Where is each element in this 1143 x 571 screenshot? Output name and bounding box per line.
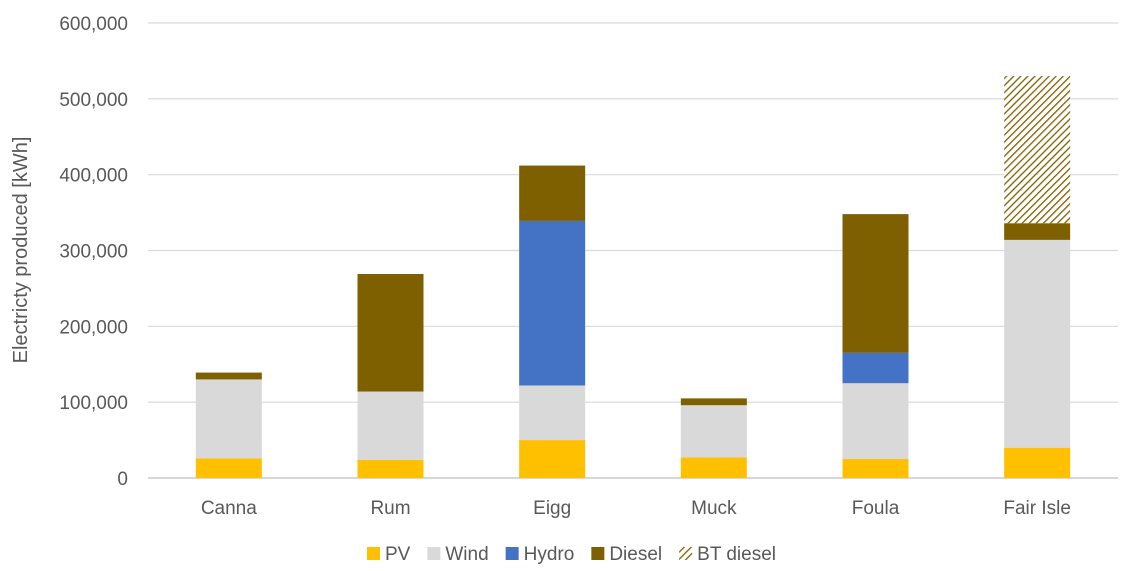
bar-segment xyxy=(1004,223,1071,240)
y-tick-label: 100,000 xyxy=(59,393,128,414)
bar-segment xyxy=(842,214,909,353)
bar-segment xyxy=(519,385,586,441)
bar-segment xyxy=(195,458,262,478)
bar-segment xyxy=(195,379,262,459)
bar-segment xyxy=(357,391,424,460)
legend-swatch xyxy=(427,547,441,560)
bar-segment xyxy=(519,440,586,478)
legend-swatch xyxy=(366,547,380,560)
legend-label: PV xyxy=(385,544,411,565)
y-tick-label: 200,000 xyxy=(59,317,128,338)
x-tick-label: Eigg xyxy=(533,498,571,519)
legend-swatch xyxy=(591,547,605,560)
bar-segment xyxy=(680,405,747,458)
legend-label: Hydro xyxy=(524,544,575,565)
bar-segment xyxy=(680,457,747,478)
bar-segment xyxy=(1004,239,1071,448)
x-tick-label: Foula xyxy=(852,498,900,519)
bar-segment xyxy=(842,352,909,384)
bar-segment xyxy=(195,372,262,380)
legend-label: Diesel xyxy=(609,544,662,565)
legend-swatch xyxy=(505,547,519,560)
bar-segment xyxy=(357,459,424,478)
bar-segment xyxy=(357,274,424,392)
y-axis-title: Electricty produced [kWh] xyxy=(10,137,32,364)
x-tick-label: Fair Isle xyxy=(1003,498,1071,519)
legend-swatch xyxy=(679,547,693,560)
legend-label: BT diesel xyxy=(697,544,776,565)
y-tick-label: 500,000 xyxy=(59,90,128,111)
bars xyxy=(195,76,1071,478)
bar-segment xyxy=(1004,76,1071,224)
x-tick-label: Canna xyxy=(201,498,257,519)
bar-segment xyxy=(519,220,586,386)
y-tick-label: 300,000 xyxy=(59,242,128,263)
bar-segment xyxy=(1004,447,1071,478)
bar-segment xyxy=(842,383,909,460)
y-tick-label: 400,000 xyxy=(59,166,128,187)
x-tick-label: Muck xyxy=(691,498,737,519)
x-tick-label: Rum xyxy=(370,498,410,519)
gridlines xyxy=(148,22,1118,479)
legend: PV Wind Hydro Diesel BT diesel xyxy=(366,544,776,565)
y-tick-label: 600,000 xyxy=(59,14,128,35)
bar-segment xyxy=(519,165,586,221)
bar-segment xyxy=(842,459,909,478)
y-tick-label: 0 xyxy=(117,469,128,490)
y-axis-tick-labels: 0 100,000 200,000 300,000 400,000 500,000 600,… xyxy=(59,14,128,490)
bar-segment xyxy=(680,398,747,406)
x-axis-tick-labels: Canna Rum Eigg Muck Foula Fair Isle xyxy=(201,498,1071,519)
legend-label: Wind xyxy=(445,544,488,565)
